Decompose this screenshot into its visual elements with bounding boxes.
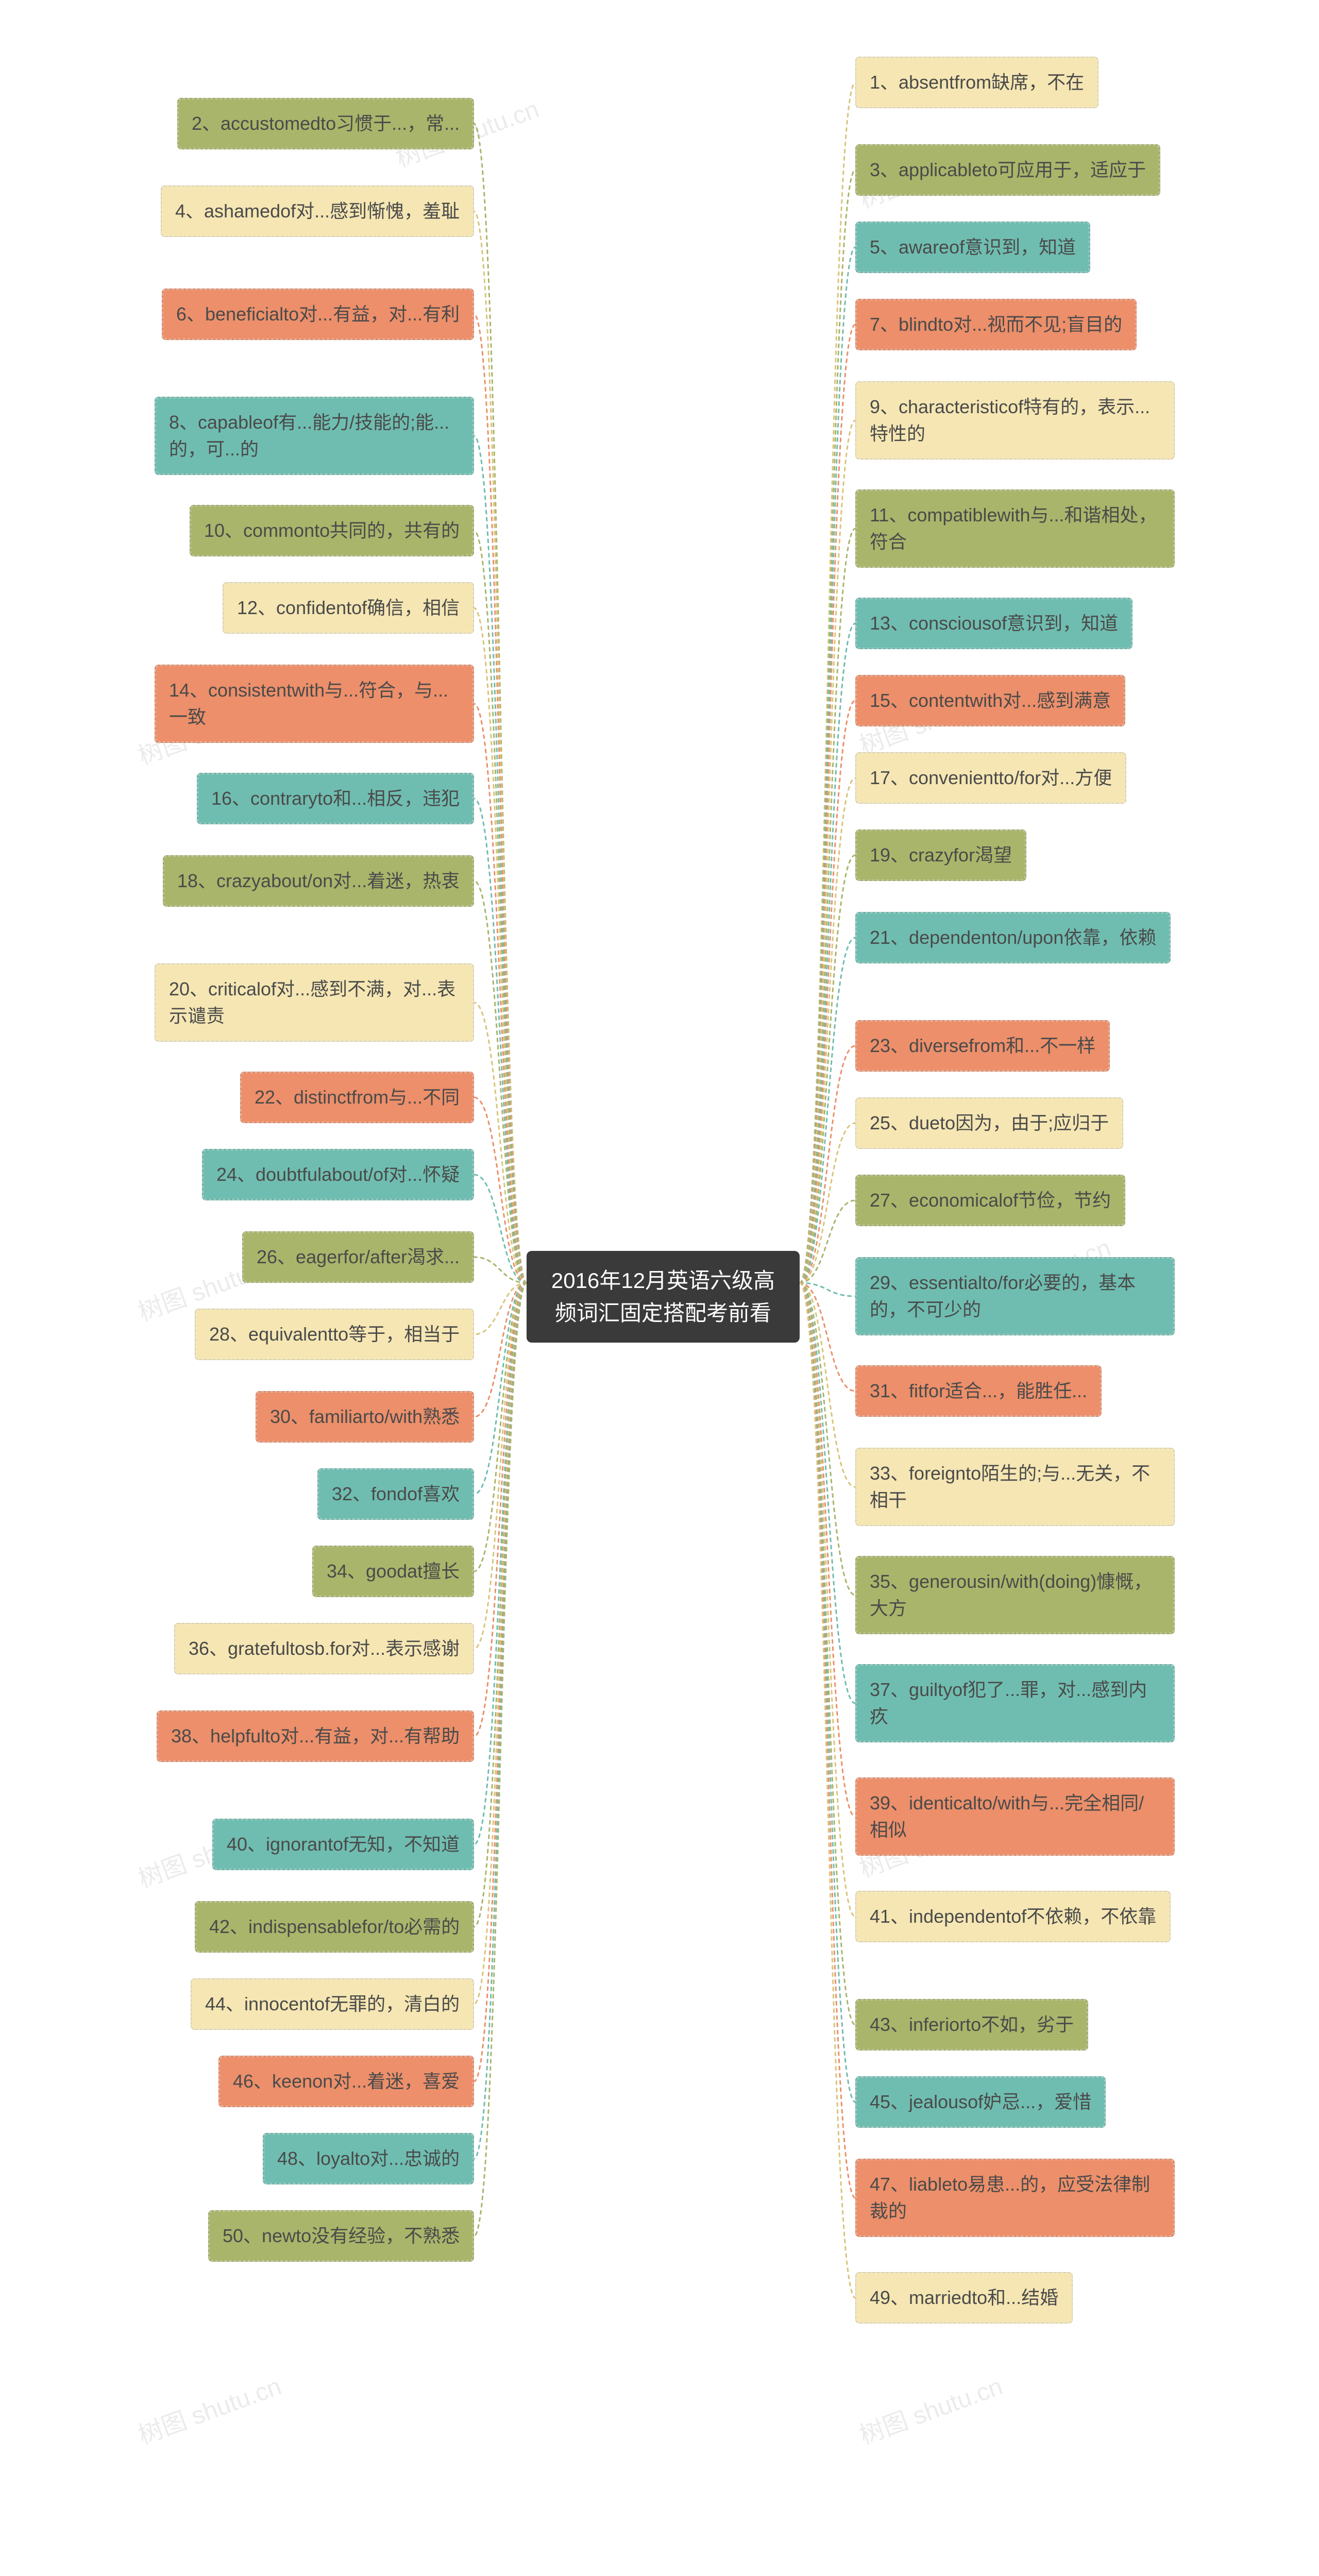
right-node-11: 11、compatiblewith与...和谐相处，符合: [855, 489, 1175, 568]
right-node-27: 27、economicalof节俭，节约: [855, 1175, 1125, 1226]
right-node-41: 41、independentof不依赖，不依靠: [855, 1891, 1171, 1942]
right-node-43: 43、inferiorto不如，劣于: [855, 1999, 1088, 2050]
left-node-10: 10、commonto共同的，共有的: [190, 505, 474, 556]
left-node-22: 22、distinctfrom与...不同: [240, 1072, 474, 1123]
mindmap-canvas: 2016年12月英语六级高频词汇固定搭配考前看 树图 shutu.cn 树图 sh…: [0, 0, 1319, 2576]
left-node-14: 14、consistentwith与...符合，与...一致: [155, 665, 474, 743]
right-node-31: 31、fitfor适合...，能胜任...: [855, 1365, 1102, 1417]
left-node-42: 42、indispensablefor/to必需的: [195, 1901, 474, 1953]
right-node-15: 15、contentwith对...感到满意: [855, 675, 1125, 726]
left-node-2: 2、accustomedto习惯于...，常...: [177, 98, 474, 149]
left-node-24: 24、doubtfulabout/of对...怀疑: [202, 1149, 474, 1200]
right-node-33: 33、foreignto陌生的;与...无关，不相干: [855, 1448, 1175, 1526]
left-node-46: 46、keenon对...着迷，喜爱: [218, 2056, 474, 2107]
right-node-39: 39、identicalto/with与...完全相同/相似: [855, 1777, 1175, 1856]
left-node-8: 8、capableof有...能力/技能的;能...的，可...的: [155, 397, 474, 475]
left-node-50: 50、newto没有经验，不熟悉: [208, 2210, 474, 2262]
right-node-19: 19、crazyfor渴望: [855, 829, 1026, 881]
right-node-49: 49、marriedto和...结婚: [855, 2272, 1073, 2324]
left-node-18: 18、crazyabout/on对...着迷，热衷: [163, 855, 474, 907]
left-node-28: 28、equivalentto等于，相当于: [195, 1309, 474, 1360]
left-node-4: 4、ashamedof对...感到惭愧，羞耻: [161, 185, 474, 237]
center-topic: 2016年12月英语六级高频词汇固定搭配考前看: [527, 1251, 800, 1343]
right-node-21: 21、dependenton/upon依靠，依赖: [855, 912, 1171, 963]
left-node-36: 36、gratefultosb.for对...表示感谢: [174, 1623, 474, 1674]
left-node-20: 20、criticalof对...感到不满，对...表示谴责: [155, 963, 474, 1042]
left-node-34: 34、goodat擅长: [312, 1546, 474, 1597]
right-node-1: 1、absentfrom缺席，不在: [855, 57, 1098, 108]
right-node-47: 47、liableto易患...的，应受法律制裁的: [855, 2159, 1175, 2237]
right-node-5: 5、awareof意识到，知道: [855, 222, 1090, 273]
right-node-13: 13、consciousof意识到，知道: [855, 598, 1132, 649]
right-node-7: 7、blindto对...视而不见;盲目的: [855, 299, 1137, 350]
left-node-30: 30、familiarto/with熟悉: [256, 1391, 474, 1443]
right-node-37: 37、guiltyof犯了...罪，对...感到内疚: [855, 1664, 1175, 1742]
right-node-9: 9、characteristicof特有的，表示...特性的: [855, 381, 1175, 460]
right-node-23: 23、diversefrom和...不一样: [855, 1020, 1110, 1072]
left-node-26: 26、eagerfor/after渴求...: [242, 1231, 474, 1283]
left-node-16: 16、contraryto和...相反，违犯: [197, 773, 474, 824]
left-node-12: 12、confidentof确信，相信: [223, 582, 474, 634]
right-node-25: 25、dueto因为，由于;应归于: [855, 1097, 1123, 1149]
watermark: 树图 shutu.cn: [132, 2366, 285, 2451]
right-node-29: 29、essentialto/for必要的，基本的，不可少的: [855, 1257, 1175, 1335]
right-node-17: 17、convenientto/for对...方便: [855, 752, 1126, 804]
left-node-48: 48、loyalto对...忠诚的: [263, 2133, 474, 2184]
left-node-38: 38、helpfulto对...有益，对...有帮助: [157, 1710, 474, 1762]
left-node-44: 44、innocentof无罪的，清白的: [191, 1978, 474, 2030]
left-node-6: 6、beneficialto对...有益，对...有利: [162, 289, 474, 340]
left-node-32: 32、fondof喜欢: [317, 1468, 474, 1520]
right-node-3: 3、applicableto可应用于，适应于: [855, 144, 1160, 196]
left-node-40: 40、ignorantof无知，不知道: [212, 1819, 474, 1870]
right-node-35: 35、generousin/with(doing)慷慨，大方: [855, 1556, 1175, 1634]
right-node-45: 45、jealousof妒忌...，爱惜: [855, 2076, 1106, 2128]
watermark: 树图 shutu.cn: [854, 2366, 1007, 2451]
